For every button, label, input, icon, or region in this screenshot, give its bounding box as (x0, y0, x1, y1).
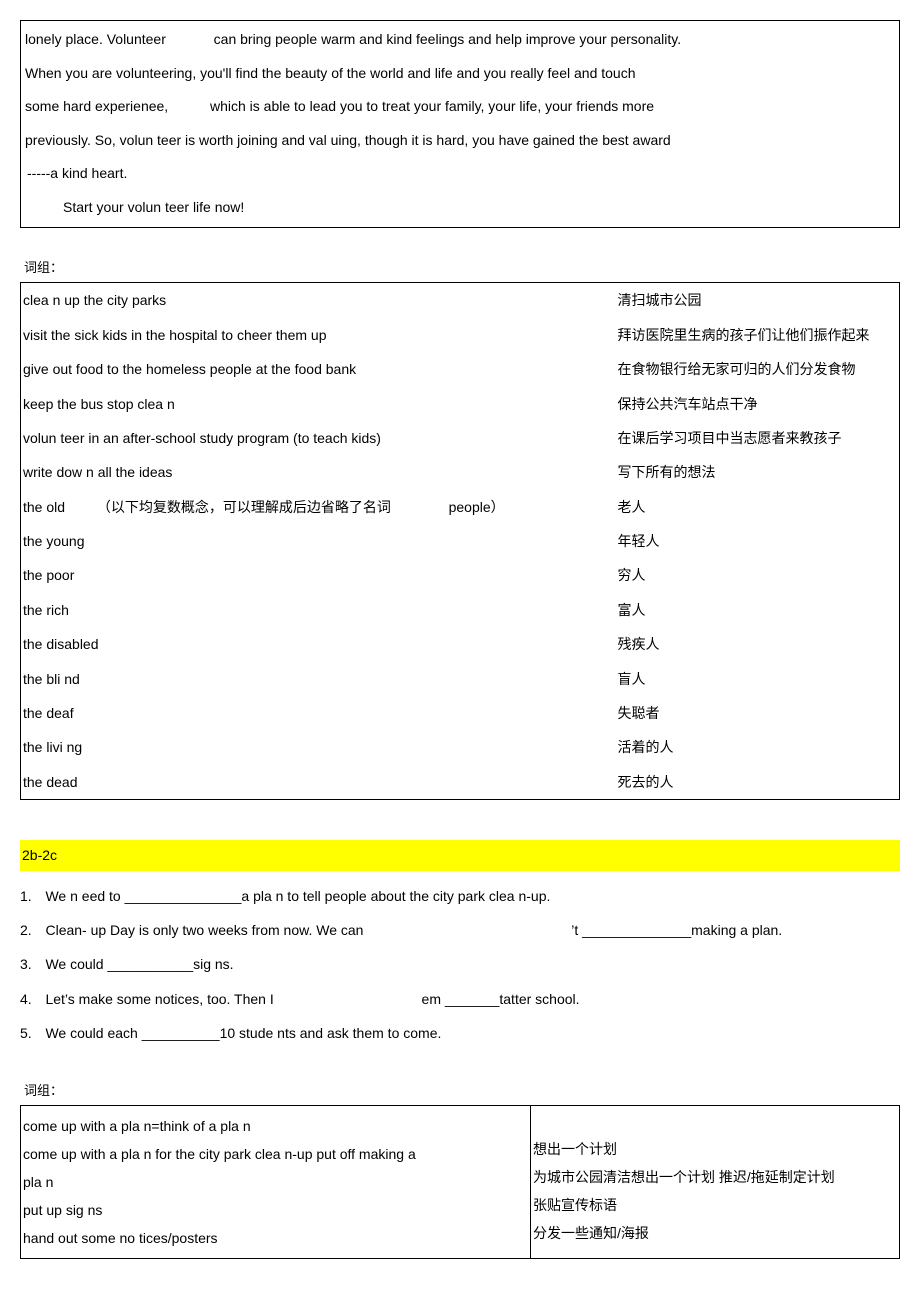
vocab-en: the rich (21, 593, 616, 627)
section-header-highlight: 2b-2c (20, 840, 900, 870)
vocab-en: visit the sick kids in the hospital to c… (21, 318, 616, 352)
vocab-cn: 富人 (616, 593, 900, 627)
text: 3. (20, 956, 32, 972)
vocab-en: the young (21, 524, 616, 558)
text: Clean- up Day is only two weeks from now… (45, 922, 363, 938)
vocab-table-2: come up with a pla n=think of a pla n co… (20, 1105, 900, 1259)
exercise-item: 1. We n eed to _______________a pla n to… (20, 879, 900, 913)
vocab2-en-line: pla n (23, 1168, 528, 1196)
vocab2-en-line: come up with a pla n for the city park c… (23, 1140, 528, 1168)
text: some hard experienee, (25, 98, 168, 114)
vocab2-cn-line (533, 1112, 897, 1134)
text: which is able to lead you to treat your … (210, 98, 654, 114)
vocab-cn: 死去的人 (616, 765, 900, 800)
vocab-en: write dow n all the ideas (21, 455, 616, 489)
vocab2-en-line: put up sig ns (23, 1196, 528, 1224)
text: We could ___________sig ns. (45, 956, 233, 972)
vocab-en: the deaf (21, 696, 616, 730)
vocab-cn: 拜访医院里生病的孩子们让他们振作起来 (616, 318, 900, 352)
vocab-cn: 失聪者 (616, 696, 900, 730)
text: We could each __________10 stude nts and… (45, 1025, 441, 1041)
vocab-cn: 保持公共汽车站点干净 (616, 387, 900, 421)
exercise-item: 2. Clean- up Day is only two weeks from … (20, 913, 900, 947)
vocab-en: the bli nd (21, 662, 616, 696)
exercise-item: 4. Let’s make some notices, too. Then I … (20, 982, 900, 1016)
vocab2-cn-line: 张贴宣传标语 (533, 1191, 897, 1219)
text: people） (449, 499, 505, 515)
vocab-cn: 老人 (616, 490, 900, 524)
exercise-item: 5. We could each __________10 stude nts … (20, 1016, 900, 1050)
vocab-cn: 写下所有的想法 (616, 455, 900, 489)
vocab-cn: 残疾人 (616, 627, 900, 661)
vocab-en: the dead (21, 765, 616, 800)
text: the old (23, 499, 65, 515)
vocab-cn: 穷人 (616, 558, 900, 592)
passage-line-2: When you are volunteering, you'll find t… (23, 57, 897, 91)
text: 2. (20, 922, 32, 938)
vocab-cn: 清扫城市公园 (616, 283, 900, 318)
passage-line-4: previously. So, volun teer is worth join… (23, 124, 897, 158)
passage-line-3: some hard experienee, which is able to l… (23, 90, 897, 124)
text: can bring people warm and kind feelings … (214, 31, 681, 47)
vocab-en: the poor (21, 558, 616, 592)
passage-line-1: lonely place. Volunteer can bring people… (23, 23, 897, 57)
vocab2-en-line: hand out some no tices/posters (23, 1224, 528, 1252)
vocab2-cn-line: 分发一些通知/海报 (533, 1219, 897, 1247)
vocab-label-2: 词组： (20, 1081, 900, 1102)
passage-box: lonely place. Volunteer can bring people… (20, 20, 900, 228)
vocab-en: the disabled (21, 627, 616, 661)
vocab-en: the old （以下均复数概念，可以理解成后边省略了名词 people） (21, 490, 616, 524)
passage-line-6: Start your volun teer life now! (23, 191, 897, 225)
vocab-cn: 年轻人 (616, 524, 900, 558)
exercise-block: 1. We n eed to _______________a pla n to… (20, 879, 900, 1051)
vocab2-en-line: come up with a pla n=think of a pla n (23, 1112, 528, 1140)
text: em _______tatter school. (422, 991, 580, 1007)
vocab2-cn-col: 想出一个计划 为城市公园清洁想出一个计划 推迟/拖延制定计划 张贴宣传标语 分发… (531, 1106, 900, 1259)
passage-line-5: -----a kind heart. (23, 157, 897, 191)
vocab2-en-col: come up with a pla n=think of a pla n co… (21, 1106, 531, 1259)
text: 1. (20, 888, 32, 904)
text: 4. (20, 991, 32, 1007)
vocab-table-1: clea n up the city parks清扫城市公园 visit the… (20, 282, 900, 800)
vocab-en: clea n up the city parks (21, 283, 616, 318)
vocab-cn: 在课后学习项目中当志愿者来教孩子 (616, 421, 900, 455)
vocab2-cn-line: 为城市公园清洁想出一个计划 推迟/拖延制定计划 (533, 1163, 897, 1191)
text: （以下均复数概念，可以理解成后边省略了名词 (97, 499, 391, 515)
text: We n eed to _______________a pla n to te… (45, 888, 550, 904)
vocab-cn: 盲人 (616, 662, 900, 696)
vocab-label-1: 词组： (20, 258, 900, 279)
vocab-cn: 活着的人 (616, 730, 900, 764)
text: lonely place. Volunteer (25, 31, 166, 47)
text: ’t ______________making a plan. (571, 922, 782, 938)
vocab2-cn-line: 想出一个计划 (533, 1135, 897, 1163)
vocab-en: give out food to the homeless people at … (21, 352, 616, 386)
vocab-en: keep the bus stop clea n (21, 387, 616, 421)
vocab-cn: 在食物银行给无家可归的人们分发食物 (616, 352, 900, 386)
vocab-en: volun teer in an after-school study prog… (21, 421, 616, 455)
vocab-en: the livi ng (21, 730, 616, 764)
text: Let’s make some notices, too. Then I (45, 991, 273, 1007)
text: 5. (20, 1025, 32, 1041)
exercise-item: 3. We could ___________sig ns. (20, 947, 900, 981)
